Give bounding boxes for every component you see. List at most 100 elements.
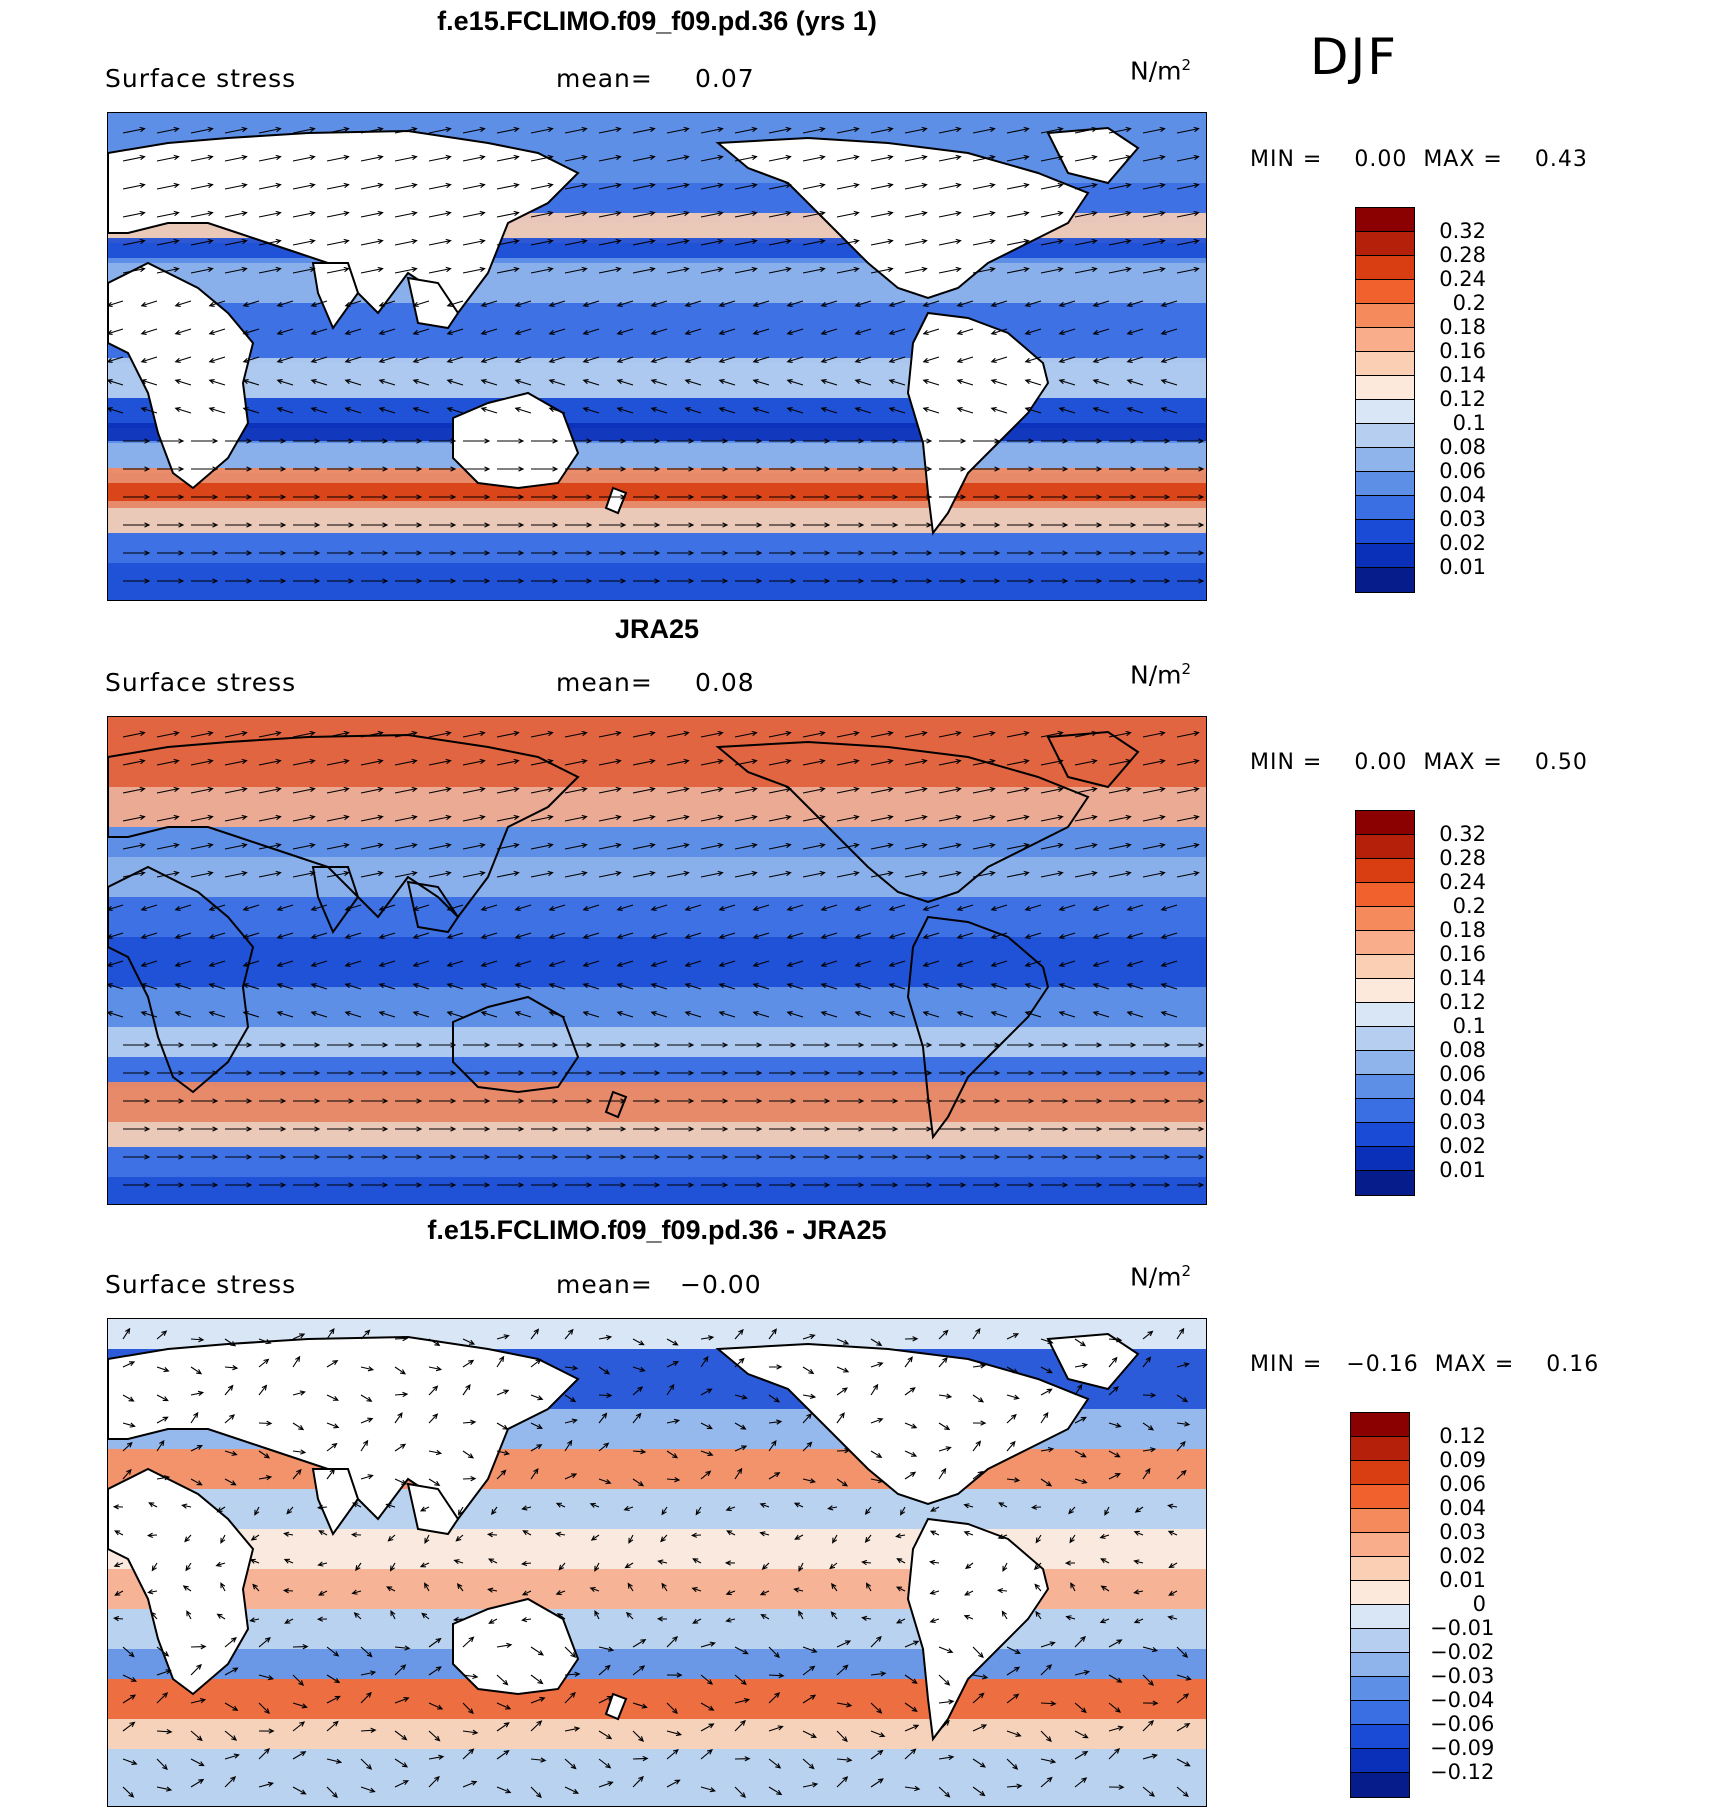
wind-vector	[429, 466, 457, 472]
wind-vector	[1109, 438, 1137, 444]
wind-vector	[938, 842, 962, 850]
wind-vector	[1108, 1725, 1124, 1732]
wind-vector	[394, 870, 418, 878]
colorbar-swatch	[1356, 1099, 1414, 1123]
wind-vector	[530, 1757, 547, 1763]
wind-vector	[480, 328, 498, 336]
wind-vector	[216, 1613, 226, 1620]
wind-vector	[802, 1665, 816, 1676]
wind-vector	[700, 1674, 714, 1685]
wind-vector	[1177, 466, 1205, 472]
wind-vector	[480, 982, 498, 990]
wind-vector	[1041, 578, 1069, 584]
wind-vector	[520, 1560, 532, 1567]
wind-vector	[208, 406, 226, 414]
wind-vector	[122, 1327, 131, 1340]
wind-vector	[768, 1364, 783, 1370]
wind-vector	[956, 406, 974, 414]
wind-vector	[1108, 870, 1132, 878]
wind-vector	[428, 1754, 445, 1760]
wind-vector	[633, 1154, 661, 1160]
wind-vector	[1108, 730, 1132, 738]
wind-vector	[514, 904, 532, 912]
colorbar-tick-label: 0.06	[1439, 1472, 1486, 1496]
colorbar-tick-label: 0.2	[1452, 291, 1486, 315]
wind-vector	[344, 328, 362, 336]
wind-vector	[108, 904, 124, 912]
wind-vector	[292, 1333, 306, 1340]
wind-vector	[938, 126, 962, 134]
wind-vector	[1041, 1182, 1069, 1188]
wind-vector	[1058, 1010, 1076, 1018]
wind-vector	[565, 550, 593, 556]
field-label: Surface stress	[105, 1270, 297, 1299]
wind-vector	[327, 1042, 355, 1048]
wind-vector	[249, 1617, 260, 1623]
wind-vector	[1075, 578, 1103, 584]
wind-vector	[930, 1506, 940, 1512]
wind-vector	[530, 1422, 544, 1429]
wind-vector	[904, 1785, 921, 1792]
wind-vector	[174, 1010, 192, 1018]
wind-vector	[667, 1154, 695, 1160]
wind-vector	[632, 210, 656, 218]
wind-vector	[122, 870, 146, 878]
wind-vector	[599, 1070, 627, 1076]
wind-vector	[888, 1010, 906, 1018]
wind-vector	[666, 126, 690, 134]
wind-vector	[870, 1778, 884, 1788]
wind-vector	[900, 1506, 906, 1516]
colorbar-tick-label: 0.04	[1439, 483, 1486, 507]
wind-vector	[225, 1098, 253, 1104]
wind-vector	[734, 730, 758, 738]
wind-vector	[462, 266, 486, 274]
wind-vector	[700, 870, 724, 878]
wind-vector	[157, 494, 185, 500]
wind-vector	[1099, 1533, 1110, 1539]
wind-vector	[904, 758, 928, 766]
wind-vector	[156, 126, 180, 134]
wind-vector	[768, 238, 792, 246]
wind-vector	[666, 814, 690, 822]
wind-vector	[973, 550, 1001, 556]
wind-vector	[1006, 1666, 1021, 1676]
wind-vector	[650, 406, 668, 414]
wind-vector	[820, 300, 838, 308]
wind-vector	[293, 1042, 321, 1048]
wind-vector	[463, 466, 491, 472]
wind-vector	[1142, 266, 1166, 274]
colorbar-swatch	[1356, 883, 1414, 907]
wind-vector	[1108, 758, 1132, 766]
wind-vector	[939, 1154, 967, 1160]
wind-vector	[521, 1616, 532, 1623]
wind-vector	[456, 1583, 464, 1592]
wind-vector	[1177, 578, 1205, 584]
colorbar-swatch	[1356, 376, 1414, 400]
colorbar-swatch	[1356, 424, 1414, 448]
wind-vector	[973, 494, 1001, 500]
wind-vector	[429, 1182, 457, 1188]
wind-vector	[752, 1010, 770, 1018]
wind-vector	[904, 1471, 917, 1480]
wind-vector	[972, 266, 996, 274]
wind-vector	[497, 1126, 525, 1132]
wind-vector	[803, 494, 831, 500]
wind-vector	[462, 1359, 475, 1368]
wind-vector	[428, 238, 452, 246]
wind-vector	[759, 1531, 770, 1537]
wind-vector	[326, 238, 350, 246]
wind-vector	[1143, 438, 1171, 444]
wind-vector	[123, 578, 151, 584]
wind-vector	[836, 786, 860, 794]
wind-vector	[191, 578, 219, 584]
wind-vector	[599, 466, 627, 472]
wind-vector	[633, 466, 661, 472]
wind-vector	[820, 378, 838, 386]
wind-vector	[224, 210, 248, 218]
wind-vector	[565, 1070, 593, 1076]
wind-vector	[633, 522, 661, 528]
wind-vector	[666, 1418, 681, 1424]
wind-vector	[667, 1182, 695, 1188]
wind-vector	[390, 1610, 396, 1620]
wind-vector	[360, 870, 384, 878]
